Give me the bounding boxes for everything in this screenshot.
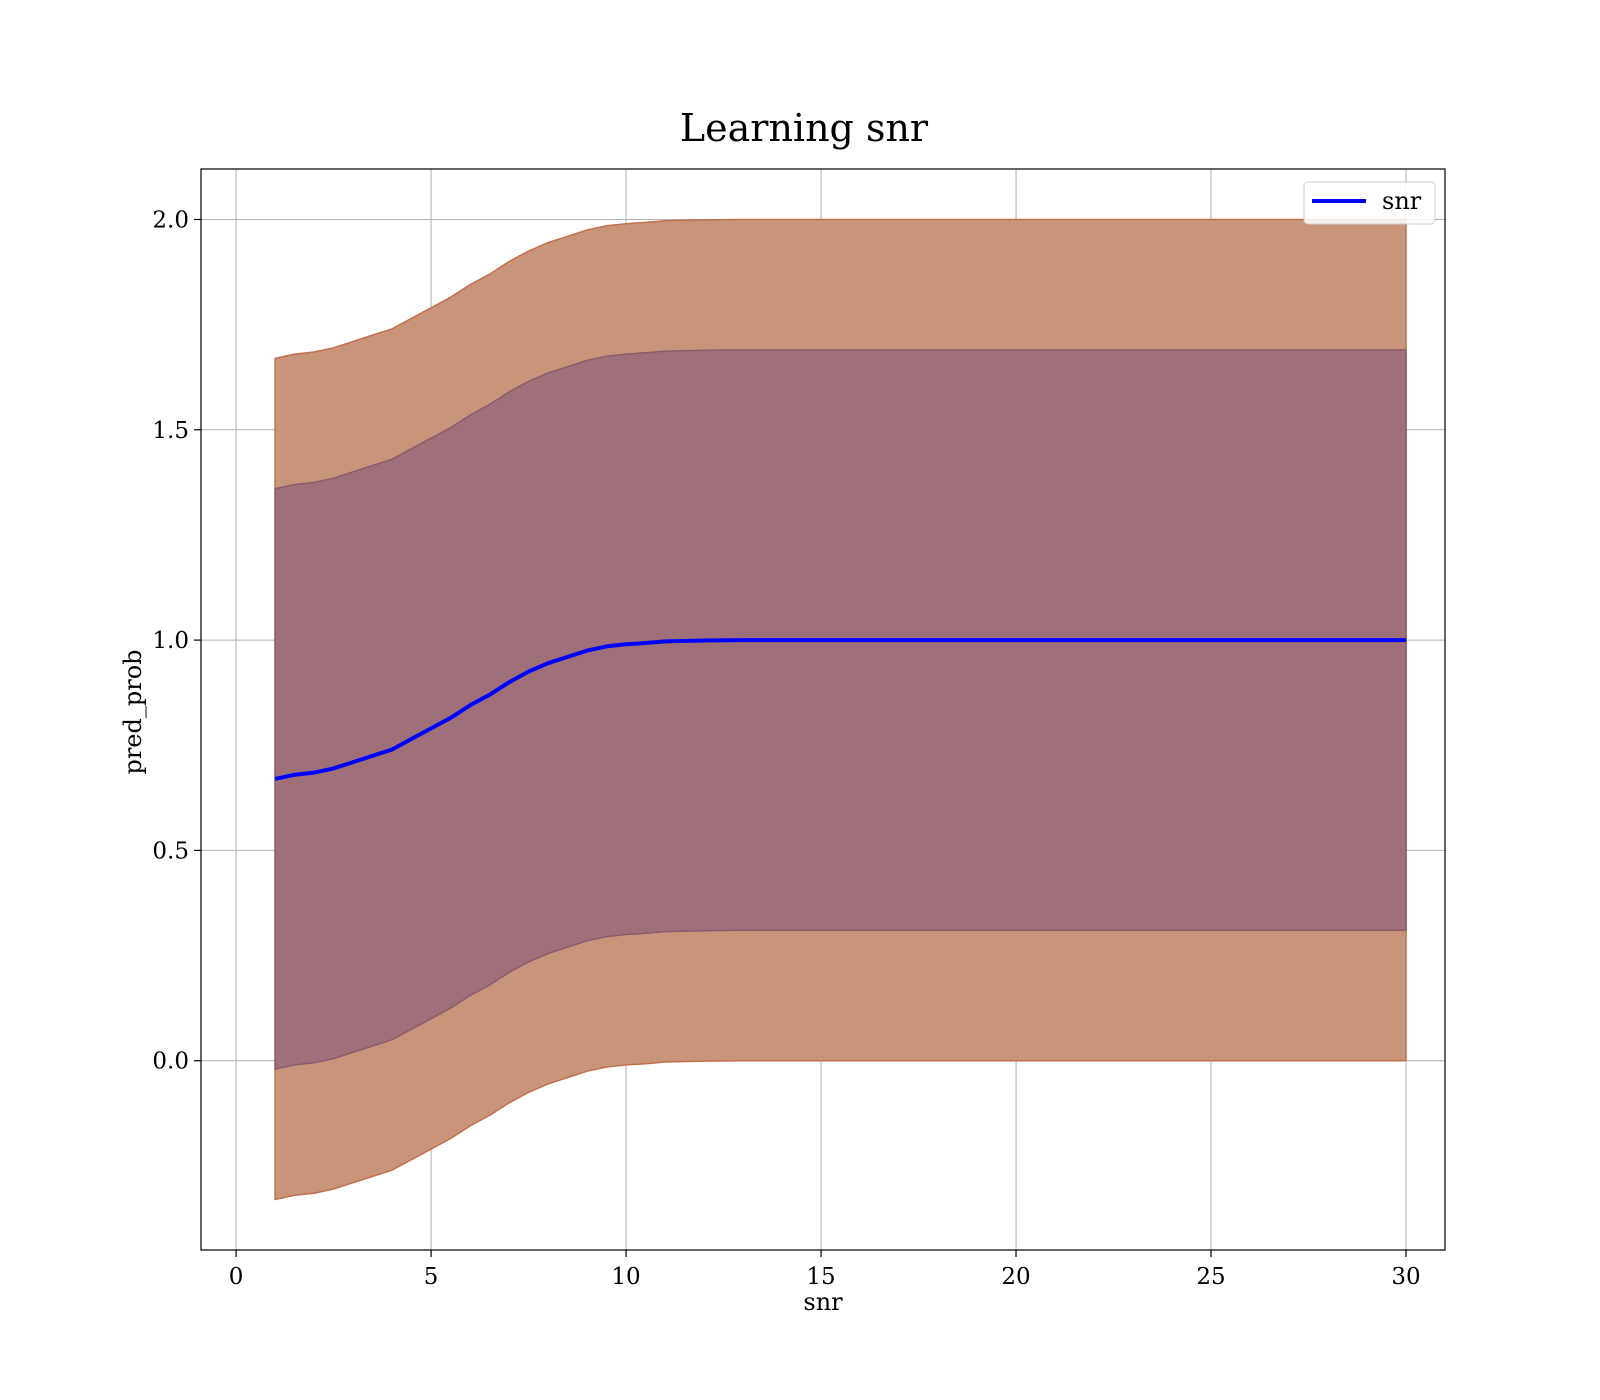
x-tick-label: 15 — [806, 1264, 835, 1290]
x-axis-label: snr — [803, 1288, 843, 1316]
legend-label: snr — [1382, 187, 1422, 215]
y-tick-label: 1.0 — [152, 628, 189, 654]
y-tick-label: 0.5 — [152, 838, 189, 864]
x-axis-ticks: 0 5 10 15 20 25 30 — [229, 1250, 1421, 1290]
x-tick-label: 10 — [611, 1264, 640, 1290]
y-tick-label: 2.0 — [152, 207, 189, 233]
x-tick-label: 30 — [1391, 1264, 1420, 1290]
x-tick-label: 20 — [1001, 1264, 1030, 1290]
x-tick-label: 25 — [1196, 1264, 1225, 1290]
confidence-bands — [274, 218, 1407, 1201]
series-line-snr — [274, 638, 1406, 781]
x-tick-label: 0 — [229, 1264, 244, 1290]
chart-title: Learning snr — [680, 106, 929, 150]
x-tick-label: 5 — [424, 1264, 439, 1290]
confidence-band — [274, 349, 1407, 1071]
y-tick-label: 1.5 — [152, 418, 189, 444]
legend-box — [1303, 181, 1436, 225]
plot-frame — [200, 168, 1446, 1251]
y-axis-label: pred_prob — [119, 649, 147, 774]
y-axis-ticks: 0.0 0.5 1.0 1.5 2.0 — [152, 207, 201, 1075]
series-lines — [274, 638, 1406, 781]
y-tick-label: 0.0 — [152, 1049, 189, 1075]
legend: snr — [1303, 181, 1436, 225]
